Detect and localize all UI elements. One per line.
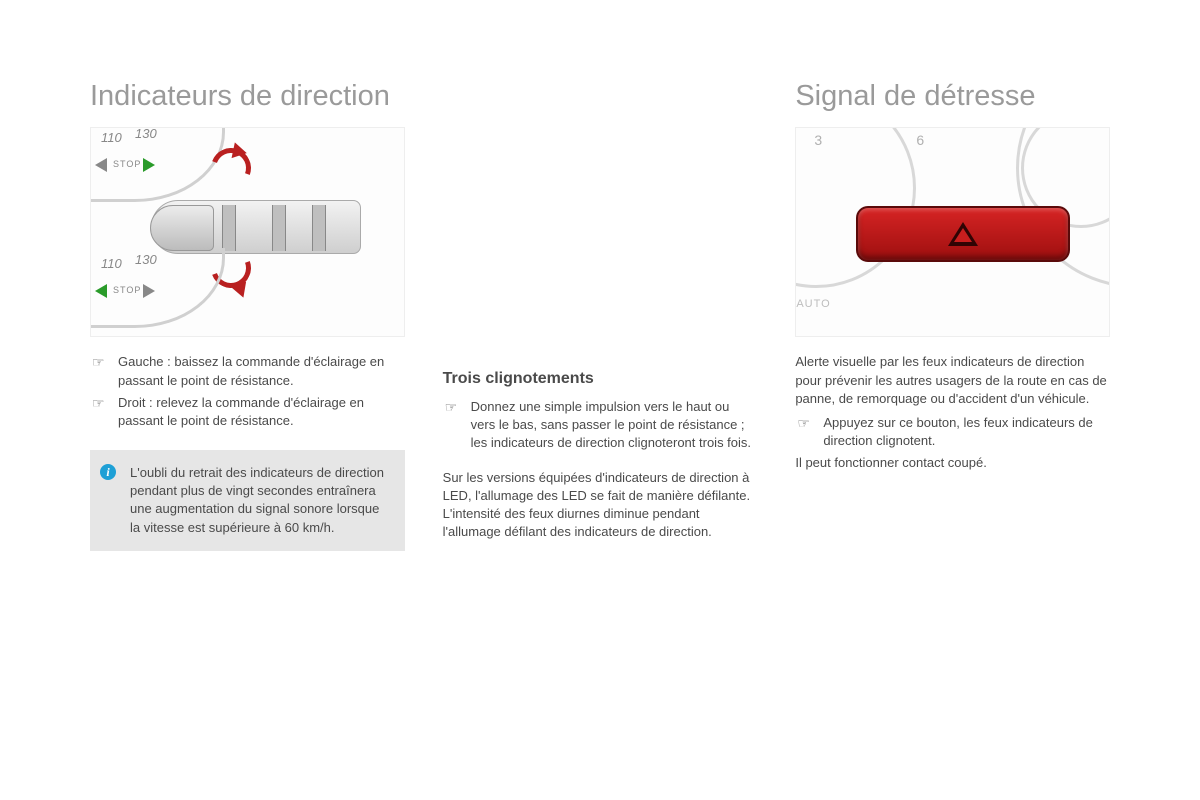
speedo-num: 110 — [101, 130, 122, 145]
info-icon: i — [100, 464, 116, 480]
paragraph: Il peut fonctionner contact coupé. — [795, 454, 1110, 472]
paragraph: L'intensité des feux diurnes diminue pen… — [443, 505, 758, 541]
paragraph: Alerte visuelle par les feux indicateurs… — [795, 353, 1110, 408]
indicator-left-green-icon — [95, 284, 107, 298]
manual-page: Indicateurs de direction 110 130 STOP — [90, 80, 1110, 551]
speedo-num: 130 — [135, 127, 157, 141]
lighting-stalk — [151, 200, 361, 254]
title-indicators: Indicateurs de direction — [90, 80, 405, 113]
info-callout: i L'oubli du retrait des indicateurs de … — [90, 450, 405, 551]
stalk-ring — [272, 205, 286, 251]
info-text: L'oubli du retrait des indicateurs de di… — [130, 465, 384, 535]
illus-stalk: 110 130 STOP 110 130 S — [90, 127, 405, 337]
stalk-tip — [150, 205, 214, 251]
speedo-num: 130 — [135, 252, 157, 267]
indicator-right-green-icon — [143, 158, 155, 172]
stop-label: STOP — [113, 285, 141, 295]
arrowhead-icon — [231, 282, 251, 301]
instructions-list: Gauche : baissez la commande d'éclairage… — [90, 353, 405, 430]
hazard-triangle-icon — [948, 222, 978, 246]
indicator-left-icon — [95, 158, 107, 172]
stalk-ring — [222, 205, 236, 251]
instructions-list: Appuyez sur ce bouton, les feux indicate… — [795, 414, 1110, 450]
list-item: Droit : relevez la commande d'éclairage … — [90, 394, 405, 430]
stalk-body — [151, 200, 361, 254]
col-indicators: Indicateurs de direction 110 130 STOP — [90, 80, 405, 551]
title-hazard: Signal de détresse — [795, 80, 1110, 113]
stalk-ring — [312, 205, 326, 251]
list-item: Appuyez sur ce bouton, les feux indicate… — [795, 414, 1110, 450]
indicator-right-icon — [143, 284, 155, 298]
list-item: Donnez une simple impulsion vers le haut… — [443, 398, 758, 453]
col-hazard: Signal de détresse 3 6 AUTO Alerte visue… — [795, 80, 1110, 551]
auto-label: AUTO — [796, 298, 830, 310]
speedo-num: 110 — [101, 256, 122, 271]
scale-number: 3 — [814, 132, 822, 148]
spacer — [443, 80, 758, 370]
instructions-list: Donnez une simple impulsion vers le haut… — [443, 398, 758, 453]
col-three-flashes: Trois clignotements Donnez une simple im… — [443, 80, 758, 551]
paragraph: Sur les versions équipées d'indicateurs … — [443, 469, 758, 505]
illus-hazard: 3 6 AUTO — [795, 127, 1110, 337]
list-item: Gauche : baissez la commande d'éclairage… — [90, 353, 405, 389]
subtitle-three-flashes: Trois clignotements — [443, 370, 758, 388]
hazard-warning-button[interactable] — [856, 206, 1070, 262]
stop-label: STOP — [113, 159, 141, 169]
scale-number: 6 — [916, 132, 924, 148]
